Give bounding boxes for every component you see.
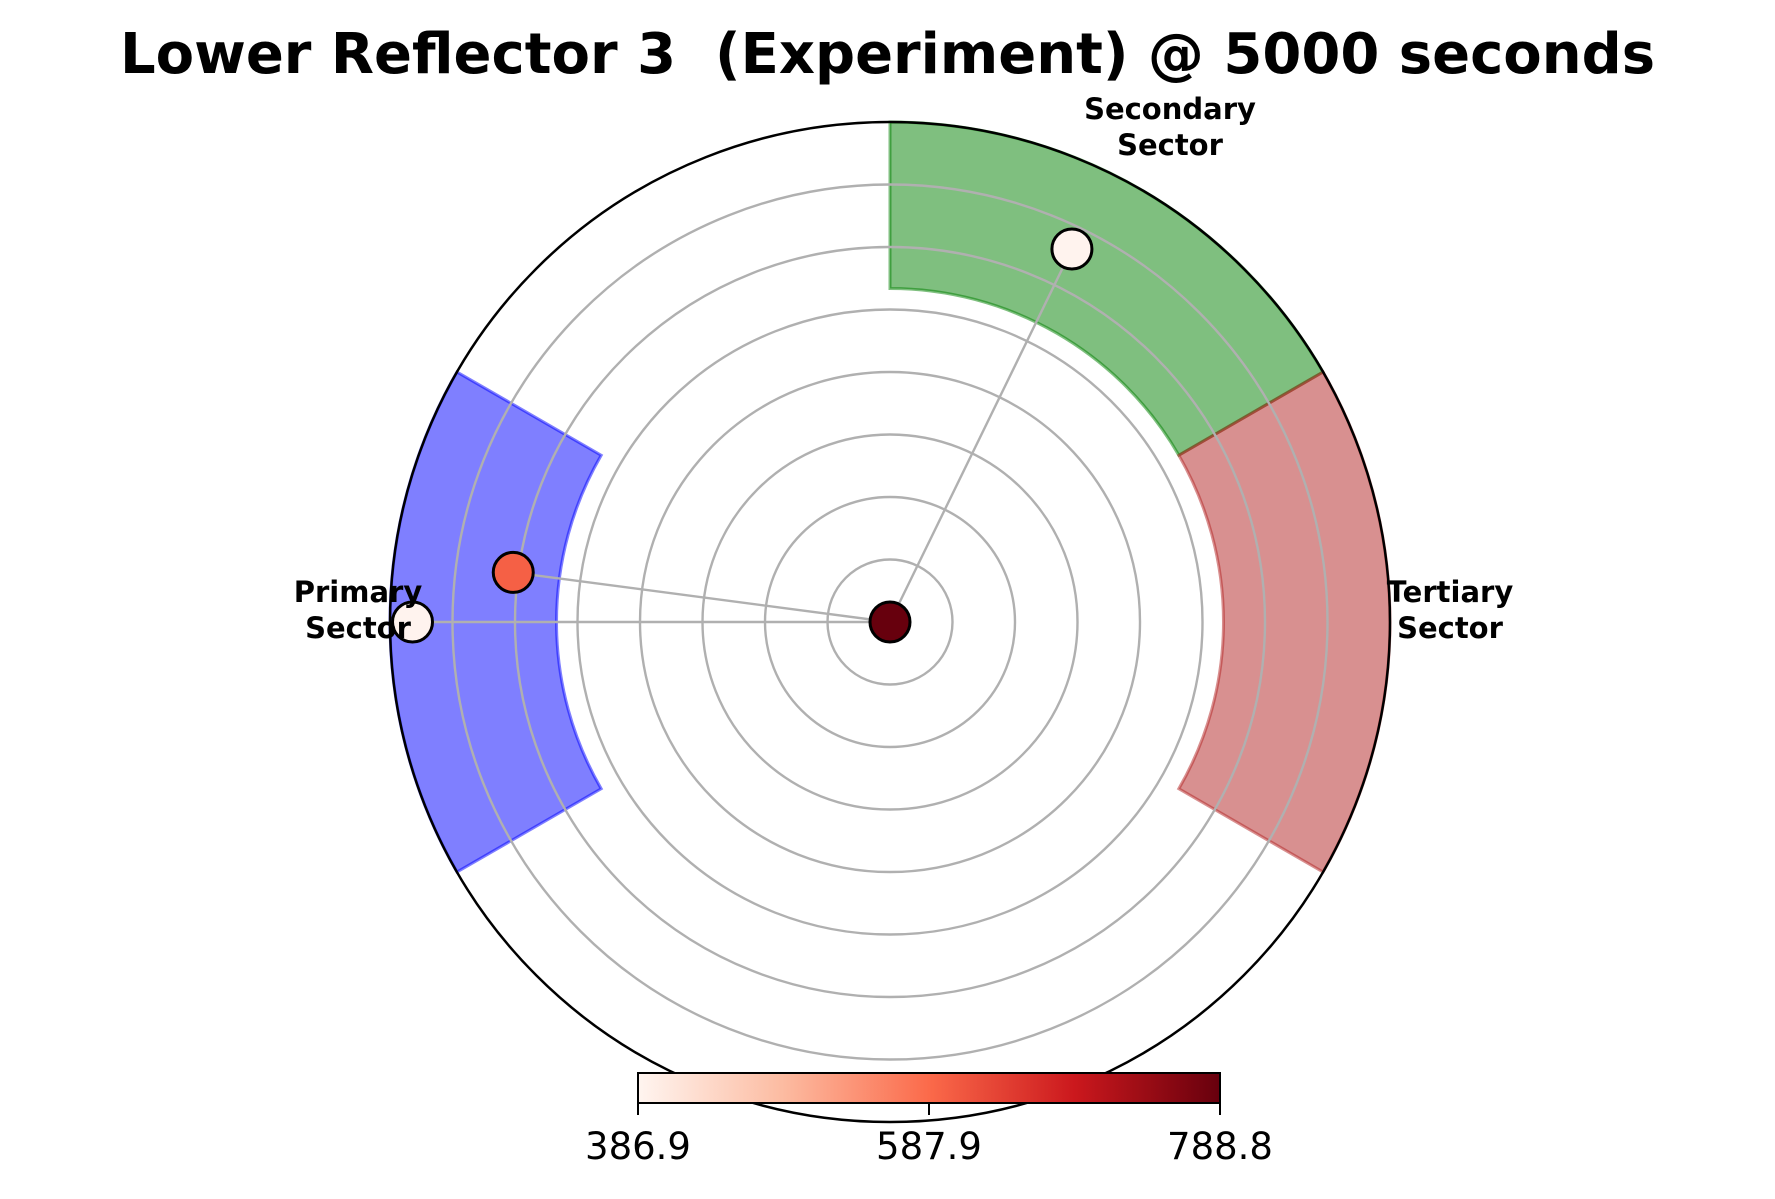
point-line-2 <box>513 571 891 624</box>
sector-label-0-line2: Sector <box>305 611 412 645</box>
sector-label-2-line1: Tertiary <box>1387 575 1514 609</box>
point-line-3 <box>888 248 1074 623</box>
colorbar-tick-label-0: 386.9 <box>585 1125 691 1168</box>
point-lines-layer <box>412 248 1074 624</box>
colorbar-tick-label-1: 587.9 <box>876 1125 982 1168</box>
colorbar-ticks: 386.9 587.9 788.8 <box>585 1103 1273 1168</box>
data-point-2 <box>491 550 535 594</box>
polar-outer-circle <box>388 120 1392 1124</box>
points-layer <box>391 227 1094 644</box>
colorbar-gradient <box>637 1072 1221 1104</box>
sector-label-1-line2: Sector <box>1117 128 1224 162</box>
sector-label-0-line1: Primary <box>294 575 423 609</box>
data-point-1 <box>391 600 434 644</box>
colorbar: 386.9 587.9 788.8 <box>585 1072 1273 1168</box>
sector-label-2-line2: Sector <box>1397 611 1504 645</box>
sector-labels-layer: PrimarySectorSecondarySectorTertiarySect… <box>294 92 1514 645</box>
data-point-3 <box>1050 227 1094 271</box>
colorbar-tick-label-2: 788.8 <box>1167 1125 1273 1168</box>
chart-title: Lower Reflector 3 (Experiment) @ 5000 se… <box>119 22 1656 87</box>
data-point-0 <box>868 600 912 644</box>
sector-label-1-line1: Secondary <box>1084 92 1256 126</box>
